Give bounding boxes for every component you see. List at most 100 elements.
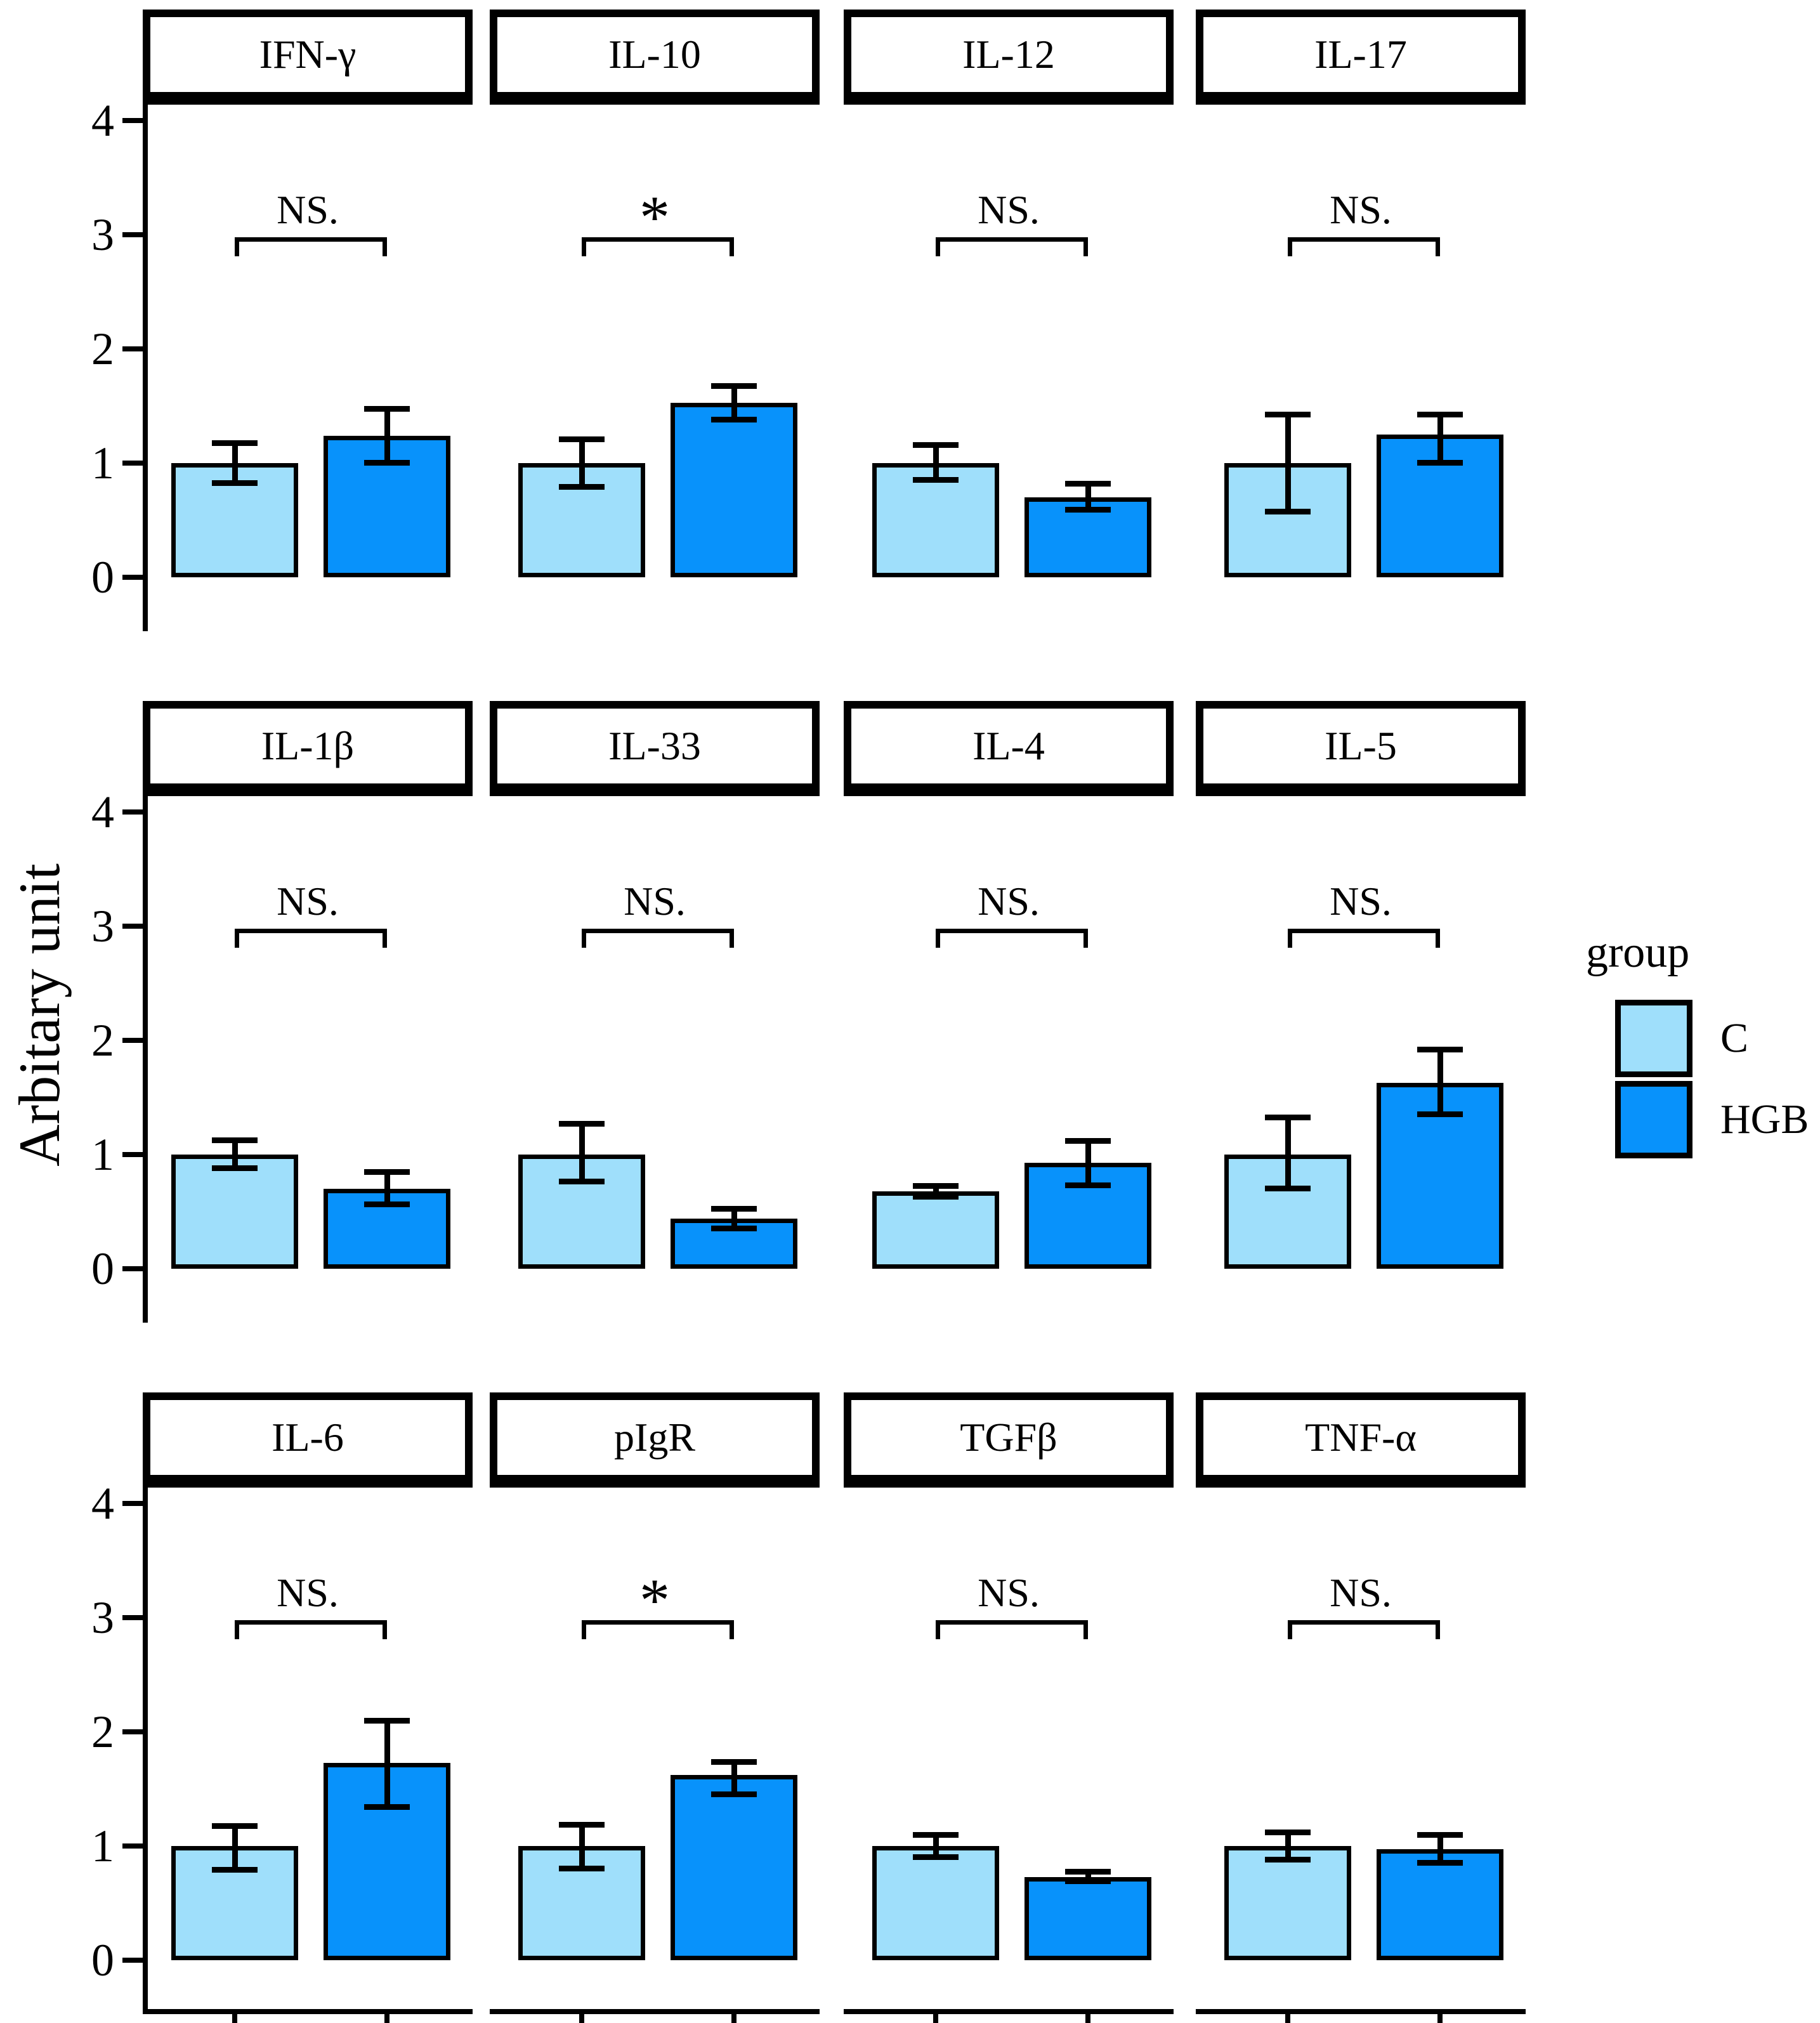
significance-label: NS. (624, 878, 686, 924)
error-bar-c-cap-bottom (559, 1179, 605, 1185)
y-axis-tick (122, 1615, 143, 1620)
error-bar-c-cap-top (1265, 1114, 1311, 1120)
x-axis-tick (384, 2014, 390, 2023)
bar-hgb (1377, 1849, 1503, 1960)
y-tick-label: 3 (91, 209, 114, 260)
y-axis-tick (122, 1501, 143, 1506)
error-bar-hgb-cap-top (711, 1758, 757, 1765)
significance-label: NS. (978, 1569, 1040, 1615)
significance-label: NS. (1330, 878, 1392, 924)
facet-strip-title: IL-10 (608, 32, 701, 77)
y-tick-label: 1 (91, 1821, 114, 1871)
error-bar-hgb-cap-bottom (1065, 506, 1111, 513)
error-bar-hgb-cap-top (1417, 1047, 1463, 1053)
error-bar-c (1285, 414, 1291, 513)
significance-bracket (582, 928, 734, 948)
error-bar-hgb-cap-top (711, 383, 757, 389)
error-bar-c (579, 1123, 585, 1182)
y-axis-tick (122, 1266, 143, 1271)
error-bar-hgb-cap-top (364, 405, 410, 412)
facet-strip: IL-17 (1196, 10, 1526, 105)
legend-label-c: C (1720, 1015, 1749, 1061)
facet-strip-title: IL-17 (1314, 32, 1407, 77)
y-tick-label: 0 (91, 1935, 114, 1986)
error-bar-c-cap-bottom (1265, 1856, 1311, 1863)
bar-hgb (1025, 1876, 1151, 1960)
error-bar-c-cap-top (913, 1182, 959, 1189)
facet-strip: IL-4 (844, 701, 1174, 796)
significance-bracket (936, 928, 1088, 948)
y-axis-line (143, 796, 148, 1323)
y-axis-tick (122, 1038, 143, 1043)
legend-title: group (1586, 928, 1690, 977)
error-bar-hgb-cap-bottom (1417, 1860, 1463, 1866)
legend: group C HGB (1586, 927, 1809, 1162)
error-bar-hgb-cap-top (1065, 481, 1111, 487)
facet-panel: NS. (844, 105, 1174, 631)
significance-label: NS. (978, 878, 1040, 924)
error-bar-c-cap-bottom (1265, 509, 1311, 515)
error-bar-c-cap-top (1265, 1830, 1311, 1836)
facet-panel: NS. (1196, 796, 1526, 1323)
bar-c (872, 1191, 999, 1269)
error-bar-c-cap-bottom (913, 477, 959, 483)
y-tick-label: 0 (91, 552, 114, 603)
error-bar-c (933, 445, 939, 480)
facet-strip-title: IL-12 (962, 32, 1055, 77)
error-bar-hgb-cap-top (711, 1205, 757, 1212)
error-bar-hgb-cap-top (1065, 1138, 1111, 1144)
y-tick-label: 4 (91, 787, 114, 837)
y-tick-label: 3 (91, 901, 114, 952)
error-bar-hgb (731, 385, 737, 420)
error-bar-hgb (384, 1172, 390, 1205)
significance-label: NS. (1330, 187, 1392, 232)
error-bar-c (933, 1835, 939, 1857)
legend-item-c: C (1615, 1000, 1809, 1077)
legend-key-c-swatch (1615, 1000, 1692, 1077)
facet-strip: IL-6 (143, 1392, 473, 1488)
error-bar-c-cap-top (559, 1821, 605, 1828)
significance-bracket (1288, 237, 1440, 256)
x-axis-tick (1285, 2014, 1290, 2023)
y-tick-label: 2 (91, 324, 114, 374)
facet-strip: IL-33 (490, 701, 820, 796)
facet-panel: NS. (143, 796, 473, 1323)
x-axis-tick (579, 2014, 584, 2023)
bar-hgb (671, 402, 797, 577)
error-bar-hgb (1437, 414, 1443, 463)
error-bar-hgb-cap-top (364, 1169, 410, 1175)
x-axis-line (844, 2009, 1174, 2014)
significance-label: NS. (1330, 1569, 1392, 1615)
y-tick-label: 2 (91, 1015, 114, 1066)
facet-strip: IL-12 (844, 10, 1174, 105)
y-tick-label: 2 (91, 1706, 114, 1757)
error-bar-hgb-cap-bottom (364, 460, 410, 466)
error-bar-hgb-cap-bottom (1417, 460, 1463, 466)
error-bar-hgb-cap-top (1417, 1832, 1463, 1838)
x-axis-line (490, 2009, 820, 2014)
error-bar-c (1285, 1832, 1291, 1860)
facet-strip: pIgR (490, 1392, 820, 1488)
legend-item-hgb: HGB (1615, 1081, 1809, 1158)
significance-label: * (639, 1566, 670, 1634)
bar-hgb (671, 1775, 797, 1960)
error-bar-c-cap-bottom (1265, 1186, 1311, 1191)
y-axis-tick (122, 346, 143, 351)
y-axis-line (143, 1488, 148, 2014)
facet-strip-title: IL-1β (261, 723, 355, 768)
error-bar-hgb-cap-bottom (1065, 1878, 1111, 1884)
x-axis-tick (232, 2014, 237, 2023)
facet-strip-title: IL-5 (1325, 723, 1397, 768)
error-bar-hgb-cap-top (1065, 1868, 1111, 1875)
bar-c (1224, 1846, 1351, 1960)
significance-label: * (639, 183, 670, 251)
error-bar-c-cap-bottom (913, 1854, 959, 1860)
facet-strip: IL-1β (143, 701, 473, 796)
error-bar-c-cap-top (212, 1137, 258, 1143)
facet-strip-title: IL-33 (608, 723, 701, 768)
facet-strip: TGFβ (844, 1392, 1174, 1488)
significance-bracket (936, 237, 1088, 256)
significance-label: NS. (277, 187, 339, 232)
y-axis-tick (122, 575, 143, 580)
error-bar-hgb-cap-bottom (364, 1804, 410, 1810)
